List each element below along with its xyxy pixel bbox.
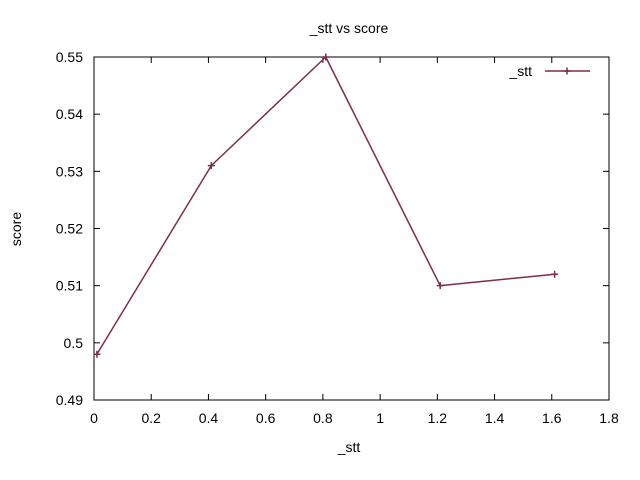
legend: _stt bbox=[508, 63, 590, 79]
x-tick-label: 1.8 bbox=[599, 410, 619, 426]
series-layer bbox=[93, 53, 559, 358]
data-point-marker bbox=[93, 350, 101, 358]
x-tick-label: 0.2 bbox=[141, 410, 161, 426]
y-tick-label: 0.54 bbox=[56, 106, 83, 122]
y-axis-label: score bbox=[8, 212, 24, 246]
data-point-marker bbox=[207, 162, 215, 170]
y-tick-label: 0.51 bbox=[56, 278, 83, 294]
x-tick-label: 1.6 bbox=[542, 410, 562, 426]
x-tick-label: 0 bbox=[90, 410, 98, 426]
x-tick-label: 1.4 bbox=[485, 410, 505, 426]
x-tick-label: 1 bbox=[376, 410, 384, 426]
x-tick-label: 0.6 bbox=[256, 410, 276, 426]
x-tick-label: 1.2 bbox=[428, 410, 448, 426]
x-axis-label: _stt bbox=[337, 439, 361, 455]
x-axis-ticks: 0 0.2 0.4 0.6 0.8 1 1.2 1.4 1.6 1.8 bbox=[90, 57, 619, 426]
data-point-marker bbox=[551, 270, 559, 278]
chart-title: _stt vs score bbox=[309, 20, 389, 36]
y-axis-ticks: 0.49 0.5 0.51 0.52 0.53 0.54 0.55 bbox=[56, 49, 609, 408]
legend-marker bbox=[563, 67, 571, 75]
y-tick-label: 0.53 bbox=[56, 163, 83, 179]
data-point-marker bbox=[436, 282, 444, 290]
y-tick-label: 0.49 bbox=[56, 392, 83, 408]
series-line bbox=[96, 56, 555, 355]
x-tick-label: 0.8 bbox=[313, 410, 333, 426]
data-point-marker bbox=[322, 53, 330, 61]
y-tick-label: 0.5 bbox=[64, 335, 84, 351]
y-tick-label: 0.52 bbox=[56, 221, 83, 237]
x-tick-label: 0.4 bbox=[199, 410, 219, 426]
y-tick-label: 0.55 bbox=[56, 49, 83, 65]
legend-label: _stt bbox=[508, 63, 532, 79]
